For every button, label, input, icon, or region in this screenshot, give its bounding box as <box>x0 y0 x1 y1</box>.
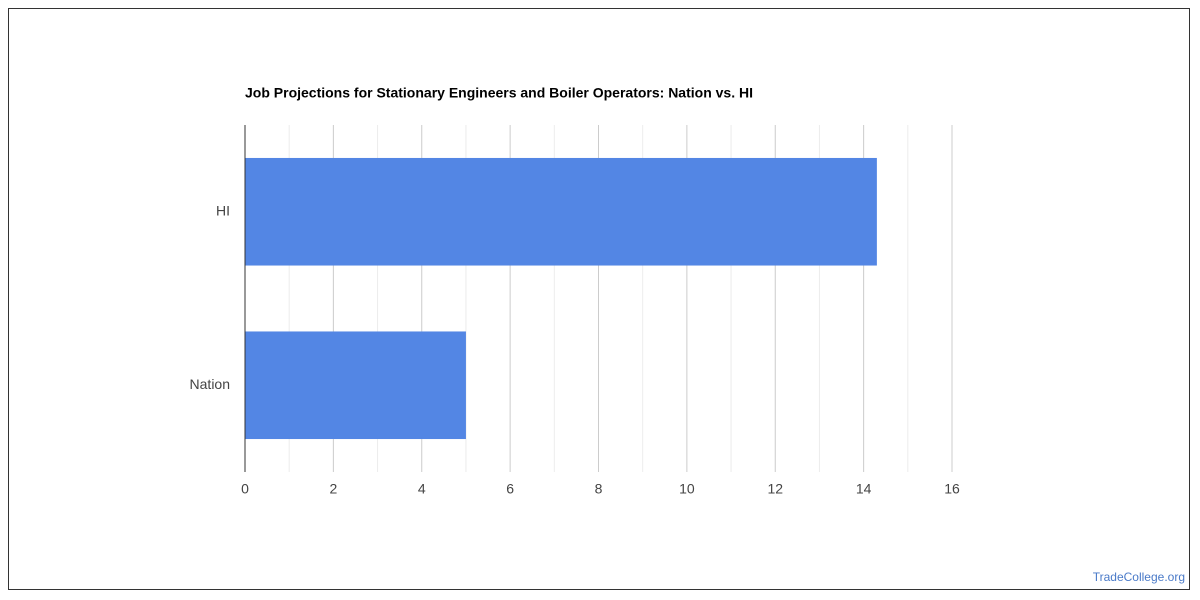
x-tick-label: 12 <box>767 481 783 497</box>
x-tick-label: 16 <box>944 481 960 497</box>
bar <box>245 331 466 440</box>
x-tick-label: 8 <box>595 481 603 497</box>
x-tick-label: 14 <box>856 481 872 497</box>
x-tick-label: 6 <box>506 481 514 497</box>
x-tick-label: 0 <box>241 481 249 497</box>
credit[interactable]: TradeCollege.org <box>1093 570 1185 584</box>
x-tick-label: 10 <box>679 481 695 497</box>
bar <box>245 157 877 266</box>
x-tick-label: 2 <box>329 481 337 497</box>
chart-title: Job Projections for Stationary Engineers… <box>245 85 753 101</box>
x-tick-label: 4 <box>418 481 426 497</box>
y-tick-label: HI <box>216 202 230 218</box>
y-tick-label: Nation <box>190 376 230 392</box>
